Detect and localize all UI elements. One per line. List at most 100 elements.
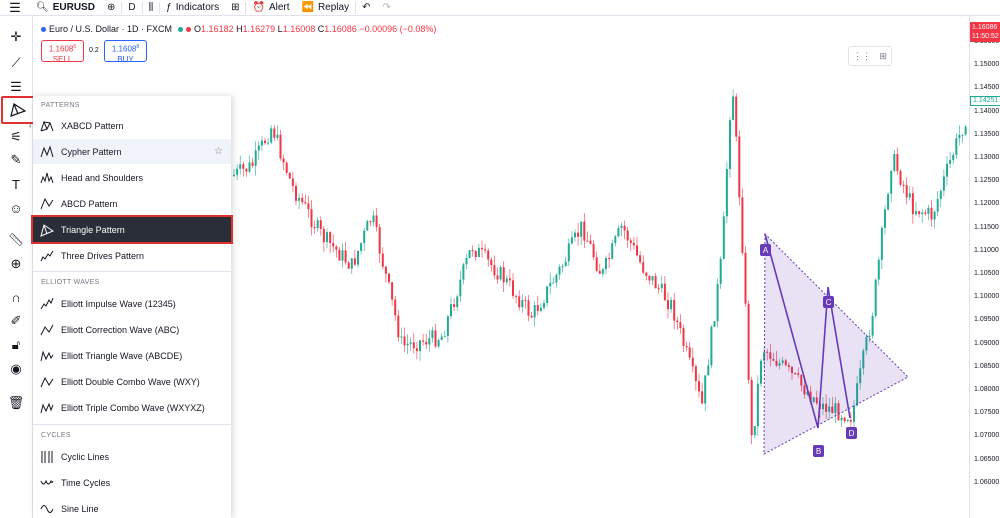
- candle: [592, 240, 595, 261]
- zoom-tool[interactable]: ⊕: [4, 253, 28, 275]
- candle: [570, 231, 573, 245]
- undo-button[interactable]: ↶: [356, 0, 376, 16]
- chevron-left-icon[interactable]: ‹: [29, 121, 32, 130]
- price-tick: 1.07000: [974, 432, 1000, 440]
- add-object-icon[interactable]: ⊞: [879, 50, 887, 61]
- high-label: H: [236, 24, 243, 34]
- menu-item-elliott-impulse[interactable]: Elliott Impulse Wave (12345): [33, 291, 231, 316]
- chart-type-button[interactable]: ⫼: [143, 0, 160, 16]
- point-label-a[interactable]: A: [760, 244, 771, 256]
- candle: [626, 226, 629, 248]
- pencil-lock-icon: ✐: [10, 313, 22, 328]
- symbol-search-button[interactable]: 🔍︎ EURUSD: [30, 0, 101, 16]
- candle: [360, 242, 363, 255]
- menu-item-elliott-double-combo[interactable]: Elliott Double Combo Wave (WXY): [33, 369, 231, 394]
- sell-price: 1.1608: [48, 44, 74, 54]
- favorite-star-icon[interactable]: ☆: [214, 146, 223, 157]
- patterns-tool[interactable]: [1, 96, 35, 124]
- candle: [784, 358, 787, 367]
- menu-item-xabcd[interactable]: XABCD Pattern: [33, 113, 231, 138]
- point-label-c[interactable]: C: [823, 296, 834, 308]
- candle: [846, 418, 849, 423]
- triangle-pattern-drawing[interactable]: A B C D: [231, 16, 969, 518]
- menu-item-abcd[interactable]: ABCD Pattern: [33, 191, 231, 216]
- candle: [561, 263, 564, 273]
- price-axis[interactable]: 1.155001.150001.145001.140001.135001.130…: [969, 16, 1000, 518]
- smiley-icon: ☺: [9, 200, 23, 216]
- candle: [927, 204, 930, 221]
- head-shoulders-icon: [39, 170, 55, 186]
- alert-button[interactable]: ⏰ Alert: [246, 0, 295, 16]
- candle: [322, 226, 325, 252]
- brush-tool[interactable]: ✎: [4, 149, 28, 171]
- emoji-tool[interactable]: ☺: [4, 197, 28, 219]
- fib-tool[interactable]: ☰: [4, 76, 28, 98]
- time-cycles-icon: [39, 475, 55, 491]
- candle: [905, 177, 908, 205]
- interval-button[interactable]: D: [122, 0, 141, 16]
- candle: [484, 243, 487, 254]
- measure-tool[interactable]: 📏︎: [4, 229, 28, 251]
- menu-item-elliott-triangle[interactable]: Elliott Triangle Wave (ABCDE): [33, 343, 231, 368]
- candle: [840, 414, 843, 427]
- delete-tool[interactable]: 🗑︎: [4, 392, 28, 414]
- candle: [549, 273, 552, 295]
- legend-title[interactable]: Euro / U.S. Dollar · 1D · FXCM: [49, 24, 173, 34]
- menu-item-elliott-correction[interactable]: Elliott Correction Wave (ABC): [33, 317, 231, 342]
- stay-drawing-tool[interactable]: ✐: [4, 310, 28, 332]
- candle: [580, 221, 583, 246]
- menu-item-triangle[interactable]: Triangle Pattern: [31, 215, 233, 244]
- drag-handle-icon[interactable]: ⋮⋮: [853, 50, 872, 61]
- menu-icon[interactable]: ☰: [9, 0, 21, 15]
- candle: [753, 426, 756, 439]
- menu-item-cyclic-lines[interactable]: Cyclic Lines: [33, 444, 231, 469]
- open-label: O: [194, 24, 202, 34]
- candle: [704, 375, 707, 411]
- trend-line-tool[interactable]: ⟋: [4, 52, 28, 74]
- candle: [313, 220, 316, 234]
- candle: [245, 167, 248, 177]
- magnet-tool[interactable]: ∩: [4, 286, 28, 308]
- price-tick: 1.14500: [974, 84, 1000, 92]
- point-label-d[interactable]: D: [846, 427, 857, 439]
- trash-icon: 🗑︎: [7, 395, 25, 410]
- candle: [747, 300, 750, 384]
- menu-item-label: Time Cycles: [61, 477, 111, 488]
- menu-item-three-drives[interactable]: Three Drives Pattern: [33, 243, 231, 268]
- buy-button[interactable]: 1.16088 BUY: [104, 40, 147, 64]
- candle: [301, 193, 304, 205]
- chart-pane[interactable]: A B C D ⋮⋮ ⊞: [231, 16, 969, 518]
- floating-drawing-toolbar[interactable]: ⋮⋮ ⊞: [848, 46, 892, 66]
- templates-button[interactable]: ⊞: [225, 0, 245, 16]
- text-tool[interactable]: T: [4, 173, 28, 195]
- candle: [781, 356, 784, 366]
- indicators-button[interactable]: ƒ Indicators: [160, 0, 225, 16]
- replay-button[interactable]: ⏪ Replay: [296, 0, 356, 16]
- candle: [481, 240, 483, 258]
- menu-item-elliott-triple-combo[interactable]: Elliott Triple Combo Wave (WXYXZ): [33, 395, 231, 420]
- lock-tool[interactable]: 🔓︎: [4, 334, 28, 356]
- candle: [908, 185, 911, 201]
- search-icon: 🔍︎: [36, 2, 49, 13]
- hide-tool[interactable]: ◉: [4, 358, 28, 380]
- sell-button[interactable]: 1.16086 SELL: [41, 40, 84, 64]
- candlestick-chart[interactable]: [231, 16, 969, 518]
- prediction-tool[interactable]: ⚟: [4, 126, 28, 148]
- redo-icon: ↷: [382, 2, 391, 13]
- menu-item-sine-line[interactable]: Sine Line: [33, 496, 231, 518]
- redo-button[interactable]: ↷: [376, 0, 396, 16]
- candle: [440, 333, 443, 341]
- crosshair-tool[interactable]: ✛: [4, 26, 28, 48]
- candle: [239, 155, 242, 175]
- menu-item-label: Cyclic Lines: [61, 451, 110, 462]
- menu-item-cypher[interactable]: Cypher Pattern ☆: [33, 139, 231, 164]
- section-title-elliott: ELLIOTT WAVES: [41, 279, 100, 286]
- candle: [620, 222, 623, 237]
- menu-item-head-and-shoulders[interactable]: Head and Shoulders: [33, 165, 231, 190]
- fib-retracement-icon: ☰: [10, 79, 22, 94]
- menu-item-time-cycles[interactable]: Time Cycles: [33, 470, 231, 495]
- point-label-b[interactable]: B: [813, 445, 824, 457]
- candle: [825, 394, 828, 420]
- candle: [425, 333, 428, 350]
- compare-button[interactable]: ⊕: [101, 0, 121, 16]
